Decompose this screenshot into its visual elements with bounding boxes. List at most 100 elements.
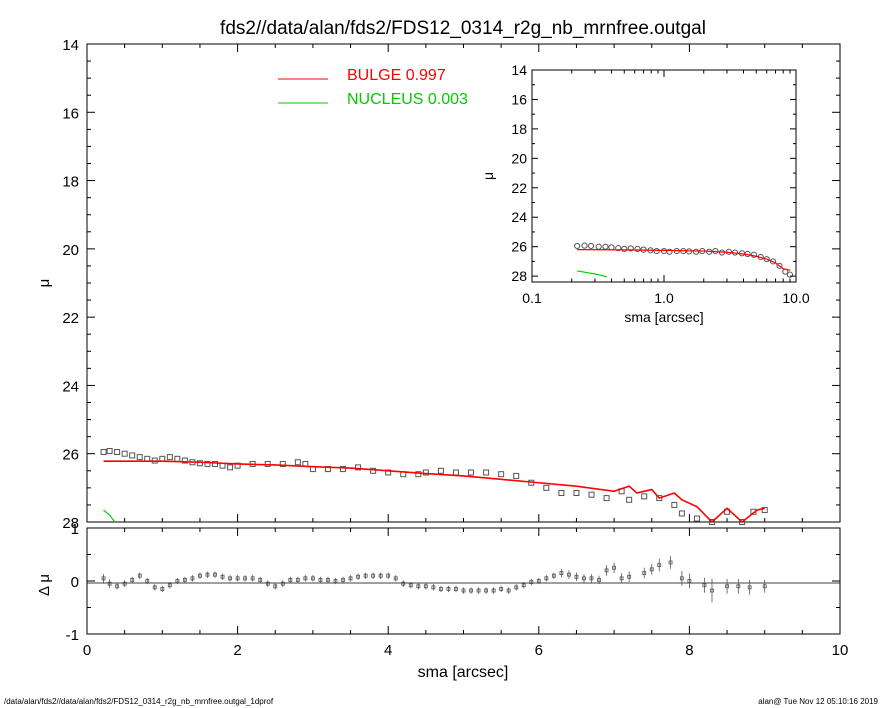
main-data-point <box>543 484 550 491</box>
main-data-point <box>693 515 700 522</box>
residual-point <box>371 573 376 578</box>
inset-data-point <box>692 248 700 255</box>
inset-data-point <box>769 258 777 265</box>
inset-x-axis-label: sma [arcsec] <box>624 309 703 325</box>
residual-point <box>205 572 210 577</box>
residual-point <box>506 588 511 593</box>
inset-y-axis-label: μ <box>480 172 496 180</box>
main-data-point <box>422 469 429 476</box>
main-y-tick-label: 28 <box>62 515 79 532</box>
main-data-point <box>483 469 490 476</box>
residual-point <box>536 579 541 583</box>
residual-point <box>582 576 586 581</box>
residual-point <box>567 572 571 577</box>
main-data-point <box>626 496 633 503</box>
residual-point <box>295 578 300 582</box>
residual-point <box>649 567 654 572</box>
residual-point <box>130 578 135 582</box>
residual-point <box>310 576 315 581</box>
residual-y-tick-label: 0 <box>71 574 79 591</box>
inset-data-point <box>786 271 794 278</box>
main-data-point <box>181 457 188 464</box>
residual-point <box>469 588 473 593</box>
main-y-axis-label: μ <box>36 279 53 288</box>
main-data-point <box>641 493 648 500</box>
residual-point <box>152 585 157 590</box>
residual-point <box>220 574 225 579</box>
footer-timestamp: alan@ Tue Nov 12 05:10:16 2019 <box>758 697 878 706</box>
main-y-tick-label: 18 <box>62 174 79 191</box>
x-tick-label: 10 <box>832 642 849 659</box>
footer-file-path: /data/alan/fds2//data/alan/fds2/FDS12_03… <box>4 697 274 706</box>
inset-data-point <box>574 242 581 250</box>
x-tick-label: 4 <box>384 642 392 659</box>
inset-x-tick-label: 0.1 <box>522 290 542 306</box>
residual-point <box>725 584 729 589</box>
residual-point <box>612 565 616 570</box>
inset-y-tick-label: 16 <box>511 91 527 107</box>
residual-point <box>679 576 684 581</box>
residual-point <box>574 574 579 579</box>
residual-point <box>687 579 692 583</box>
inset-data-point <box>581 242 588 249</box>
inset-data-point <box>627 245 634 252</box>
main-data-point <box>452 469 459 476</box>
main-data-point <box>513 472 520 479</box>
residual-point <box>762 584 767 589</box>
legend-bulge-label: BULGE 0.997 <box>347 67 446 84</box>
residual-point <box>175 579 180 583</box>
residual-point <box>431 585 436 590</box>
main-data-point <box>678 510 685 517</box>
residual-point <box>619 576 624 581</box>
residual-point <box>378 573 383 578</box>
residual-point <box>213 572 217 577</box>
inset-data-point <box>634 245 641 252</box>
residual-y-tick-label: 1 <box>71 521 79 538</box>
main-data-point <box>415 471 422 478</box>
inset-y-tick-label: 26 <box>511 239 527 255</box>
residual-point <box>439 587 443 591</box>
main-y-tick-label: 14 <box>62 37 79 54</box>
residual-point <box>273 584 278 589</box>
main-y-tick-label: 24 <box>62 378 79 395</box>
residual-point <box>476 588 481 593</box>
legend-nucleus-label: NUCLEUS 0.003 <box>347 91 468 108</box>
residual-point <box>446 587 451 591</box>
residual-point <box>514 585 519 590</box>
residual-point <box>521 583 526 588</box>
inset-data-point <box>750 251 758 258</box>
residual-point <box>499 587 504 591</box>
residual-point <box>115 584 120 589</box>
residual-point <box>642 571 647 575</box>
main-data-point <box>136 454 143 461</box>
residual-point <box>107 581 112 586</box>
inset-bulge-line <box>577 249 791 271</box>
residual-point <box>423 584 428 589</box>
residual-point <box>491 588 496 593</box>
main-data-point <box>603 495 610 502</box>
residual-point <box>710 588 714 593</box>
main-data-point <box>468 469 475 476</box>
x-tick-label: 8 <box>685 642 693 659</box>
residual-point <box>363 573 368 578</box>
main-data-point <box>166 454 173 461</box>
inset-y-tick-label: 22 <box>511 180 527 196</box>
residual-point <box>288 578 293 582</box>
main-y-tick-label: 16 <box>62 105 79 122</box>
main-data-point <box>279 460 286 467</box>
residual-point <box>190 576 195 581</box>
inset-panel: 14 16 18 20 22 24 26 28 0.1 1.0 10.0 μ sma [arcsec… <box>480 62 810 325</box>
main-data-point <box>212 460 219 467</box>
residual-point <box>228 576 232 581</box>
main-data-point <box>114 449 121 456</box>
main-data-point <box>671 501 678 508</box>
residual-point <box>589 576 594 581</box>
residual-point <box>597 578 601 582</box>
residual-y-axis-label: Δ μ <box>36 574 53 596</box>
x-tick-label: 6 <box>535 642 543 659</box>
bulge-model-line <box>103 460 765 524</box>
residual-point <box>657 563 662 567</box>
residual-point <box>627 574 632 579</box>
residual-point <box>348 576 353 581</box>
